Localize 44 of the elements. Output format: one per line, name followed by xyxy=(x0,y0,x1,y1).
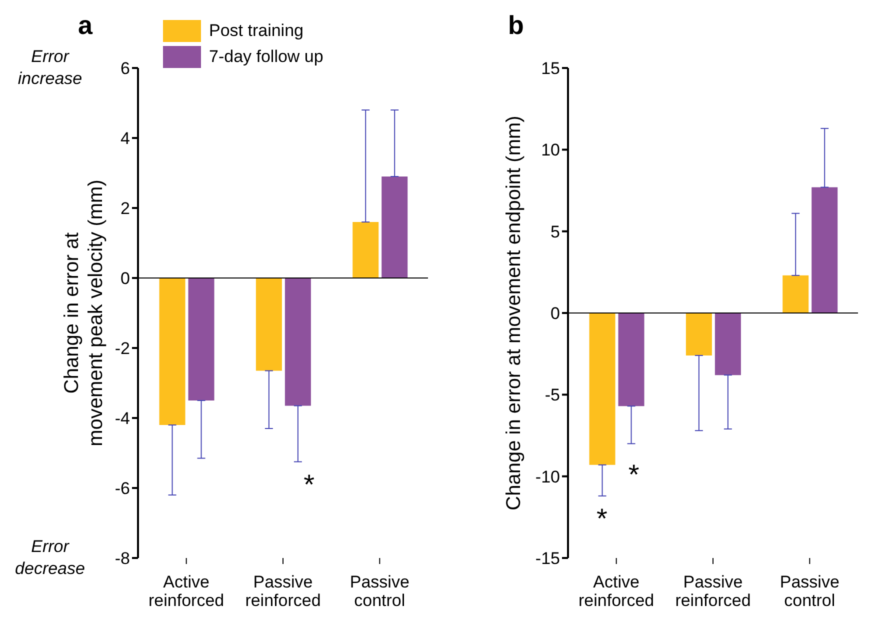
bar xyxy=(159,278,186,425)
bar xyxy=(782,275,809,313)
text: Error increase xyxy=(16,46,84,90)
y-tick-label: -15 xyxy=(535,549,560,568)
bar xyxy=(714,313,741,376)
legend-label: 7-day follow up xyxy=(209,47,324,67)
bar xyxy=(352,222,379,278)
x-tick-label: Passive control xyxy=(350,572,410,610)
text: Error decrease xyxy=(14,536,86,580)
annotation: * xyxy=(302,468,316,500)
y-tick-label: -5 xyxy=(544,386,560,405)
chart-title: b xyxy=(508,10,524,41)
legend-label: Post training xyxy=(209,21,304,41)
annotation: * xyxy=(595,502,608,534)
x-tick-label: Passive reinforced xyxy=(245,572,321,610)
y-tick-label: -6 xyxy=(114,479,130,498)
y-tick-label: 10 xyxy=(541,140,560,160)
y-tick-label: 2 xyxy=(120,199,130,218)
y-tick-label: -2 xyxy=(114,339,130,358)
x-tick-label: Active reinforced xyxy=(148,572,224,610)
y-tick-label: 5 xyxy=(550,222,560,242)
y-tick-label: 0 xyxy=(550,304,560,324)
y-tick-label: 0 xyxy=(120,269,130,288)
bar xyxy=(382,176,408,278)
bar xyxy=(284,278,311,406)
x-tick-label: Passive reinforced xyxy=(675,572,751,610)
y-tick-label: 4 xyxy=(120,129,130,148)
bar xyxy=(812,187,838,313)
chart-title: a xyxy=(78,10,92,41)
bar xyxy=(618,313,644,406)
bar xyxy=(686,313,712,356)
bar xyxy=(188,278,214,400)
x-tick-label: Passive control xyxy=(780,572,840,610)
bar xyxy=(256,278,282,371)
y-tick-label: 15 xyxy=(541,59,560,78)
y-axis-title: Change in error at movement peak velocity (mm) xyxy=(61,180,107,446)
y-tick-label: -10 xyxy=(535,467,560,486)
y-tick-label: -8 xyxy=(114,549,130,568)
x-tick-label: Active reinforced xyxy=(578,572,654,610)
y-axis-title: Change in error at movement endpoint (mm) xyxy=(503,116,525,510)
y-tick-label: -4 xyxy=(114,409,130,428)
annotation: * xyxy=(627,458,640,490)
bar xyxy=(589,313,616,465)
y-tick-label: 6 xyxy=(120,59,130,78)
